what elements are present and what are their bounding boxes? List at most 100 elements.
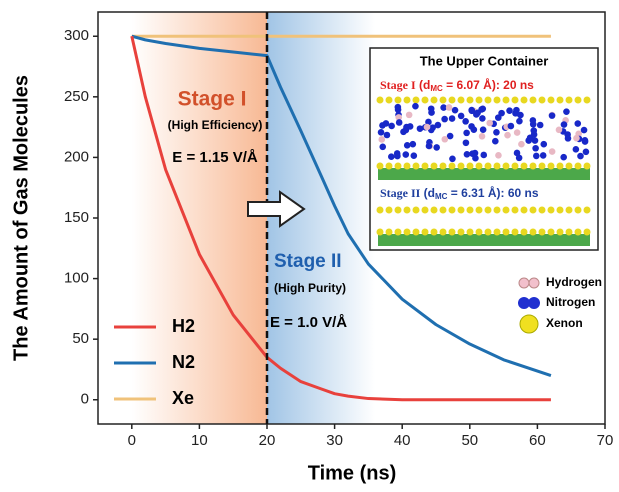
x-tick-label: 20 (259, 432, 276, 449)
atom (409, 140, 417, 148)
atom (457, 162, 465, 170)
atom (473, 111, 480, 118)
atom (412, 162, 420, 170)
atom (402, 151, 410, 158)
atom (475, 228, 483, 236)
atom (511, 96, 519, 104)
icon (518, 277, 530, 289)
y-tick-label: 250 (64, 88, 89, 105)
atom (560, 121, 568, 128)
atom (462, 139, 470, 147)
atom (457, 112, 465, 120)
atom (580, 126, 588, 134)
atom (376, 206, 384, 214)
atom (565, 206, 573, 214)
atom (495, 152, 502, 159)
atom (518, 140, 525, 148)
atom (412, 228, 420, 236)
atom (548, 112, 556, 119)
y-tick-label: 100 (64, 270, 89, 287)
atom (385, 228, 393, 236)
atom (529, 228, 537, 236)
atom (376, 162, 384, 170)
atom (430, 228, 438, 236)
atom (425, 118, 432, 126)
inset-stage: Stage I (dMC = 6.07 Å): 20 ns (380, 77, 534, 93)
annotation: Stage I (178, 88, 247, 111)
atom (573, 134, 580, 142)
atom (538, 162, 546, 170)
atom (506, 107, 513, 114)
atom (448, 96, 456, 104)
atom (416, 125, 424, 132)
inset-legend: Hydrogen Nitrogen Xenon (518, 275, 602, 334)
atom (388, 122, 395, 130)
atom (583, 228, 591, 236)
atom (439, 162, 447, 170)
atom (434, 121, 442, 129)
atom (421, 96, 429, 104)
atom (515, 154, 523, 162)
atom (457, 206, 465, 214)
atom (574, 162, 582, 170)
atom (430, 206, 438, 214)
text: = 6.31 Å): 60 ns (447, 185, 538, 200)
atom (493, 129, 500, 136)
atom (556, 96, 564, 104)
atom (385, 96, 393, 104)
atom (484, 162, 492, 170)
atom (439, 206, 447, 214)
atom (529, 162, 537, 170)
annotation: (High Efficiency) (168, 118, 263, 132)
atom (556, 162, 564, 170)
atom (574, 120, 582, 127)
atom (572, 146, 580, 153)
atom (583, 96, 591, 104)
atom (583, 162, 591, 170)
legend-text: Hydrogen (546, 275, 602, 289)
atom (441, 135, 449, 143)
atom (430, 162, 438, 170)
atom (457, 96, 465, 104)
atom (507, 122, 515, 130)
atom (439, 228, 447, 236)
atom (556, 228, 564, 236)
y-tick-label: 200 (64, 148, 89, 165)
atom (403, 206, 411, 214)
atom (388, 153, 395, 161)
atom (565, 162, 573, 170)
atom (486, 119, 494, 127)
atom (479, 115, 486, 122)
atom (513, 129, 521, 136)
atom (512, 110, 519, 117)
atom (385, 162, 393, 170)
atom (574, 228, 582, 236)
atom (574, 206, 582, 214)
legend-text: Nitrogen (546, 295, 595, 309)
atom (394, 152, 401, 160)
legend-label: N2 (172, 352, 195, 372)
atom (556, 206, 564, 214)
atom (457, 228, 465, 236)
icon (528, 277, 540, 289)
shaded-span (131, 12, 267, 424)
x-axis-label: Time (ns) (308, 462, 397, 484)
atom (466, 96, 474, 104)
legend-label: Xe (172, 388, 194, 408)
atom (379, 143, 387, 151)
icon (519, 314, 539, 334)
inset-image (378, 234, 590, 246)
atom (583, 206, 591, 214)
atom (511, 206, 519, 214)
atom (379, 122, 386, 129)
atom (378, 136, 386, 143)
atom (493, 96, 501, 104)
arrow (247, 190, 306, 228)
atom (423, 123, 431, 131)
annotation: (High Purity) (274, 281, 346, 295)
text: = 6.07 Å): 20 ns (443, 77, 534, 92)
sub: MC (430, 84, 443, 93)
atom (410, 152, 418, 159)
atom (445, 104, 453, 111)
